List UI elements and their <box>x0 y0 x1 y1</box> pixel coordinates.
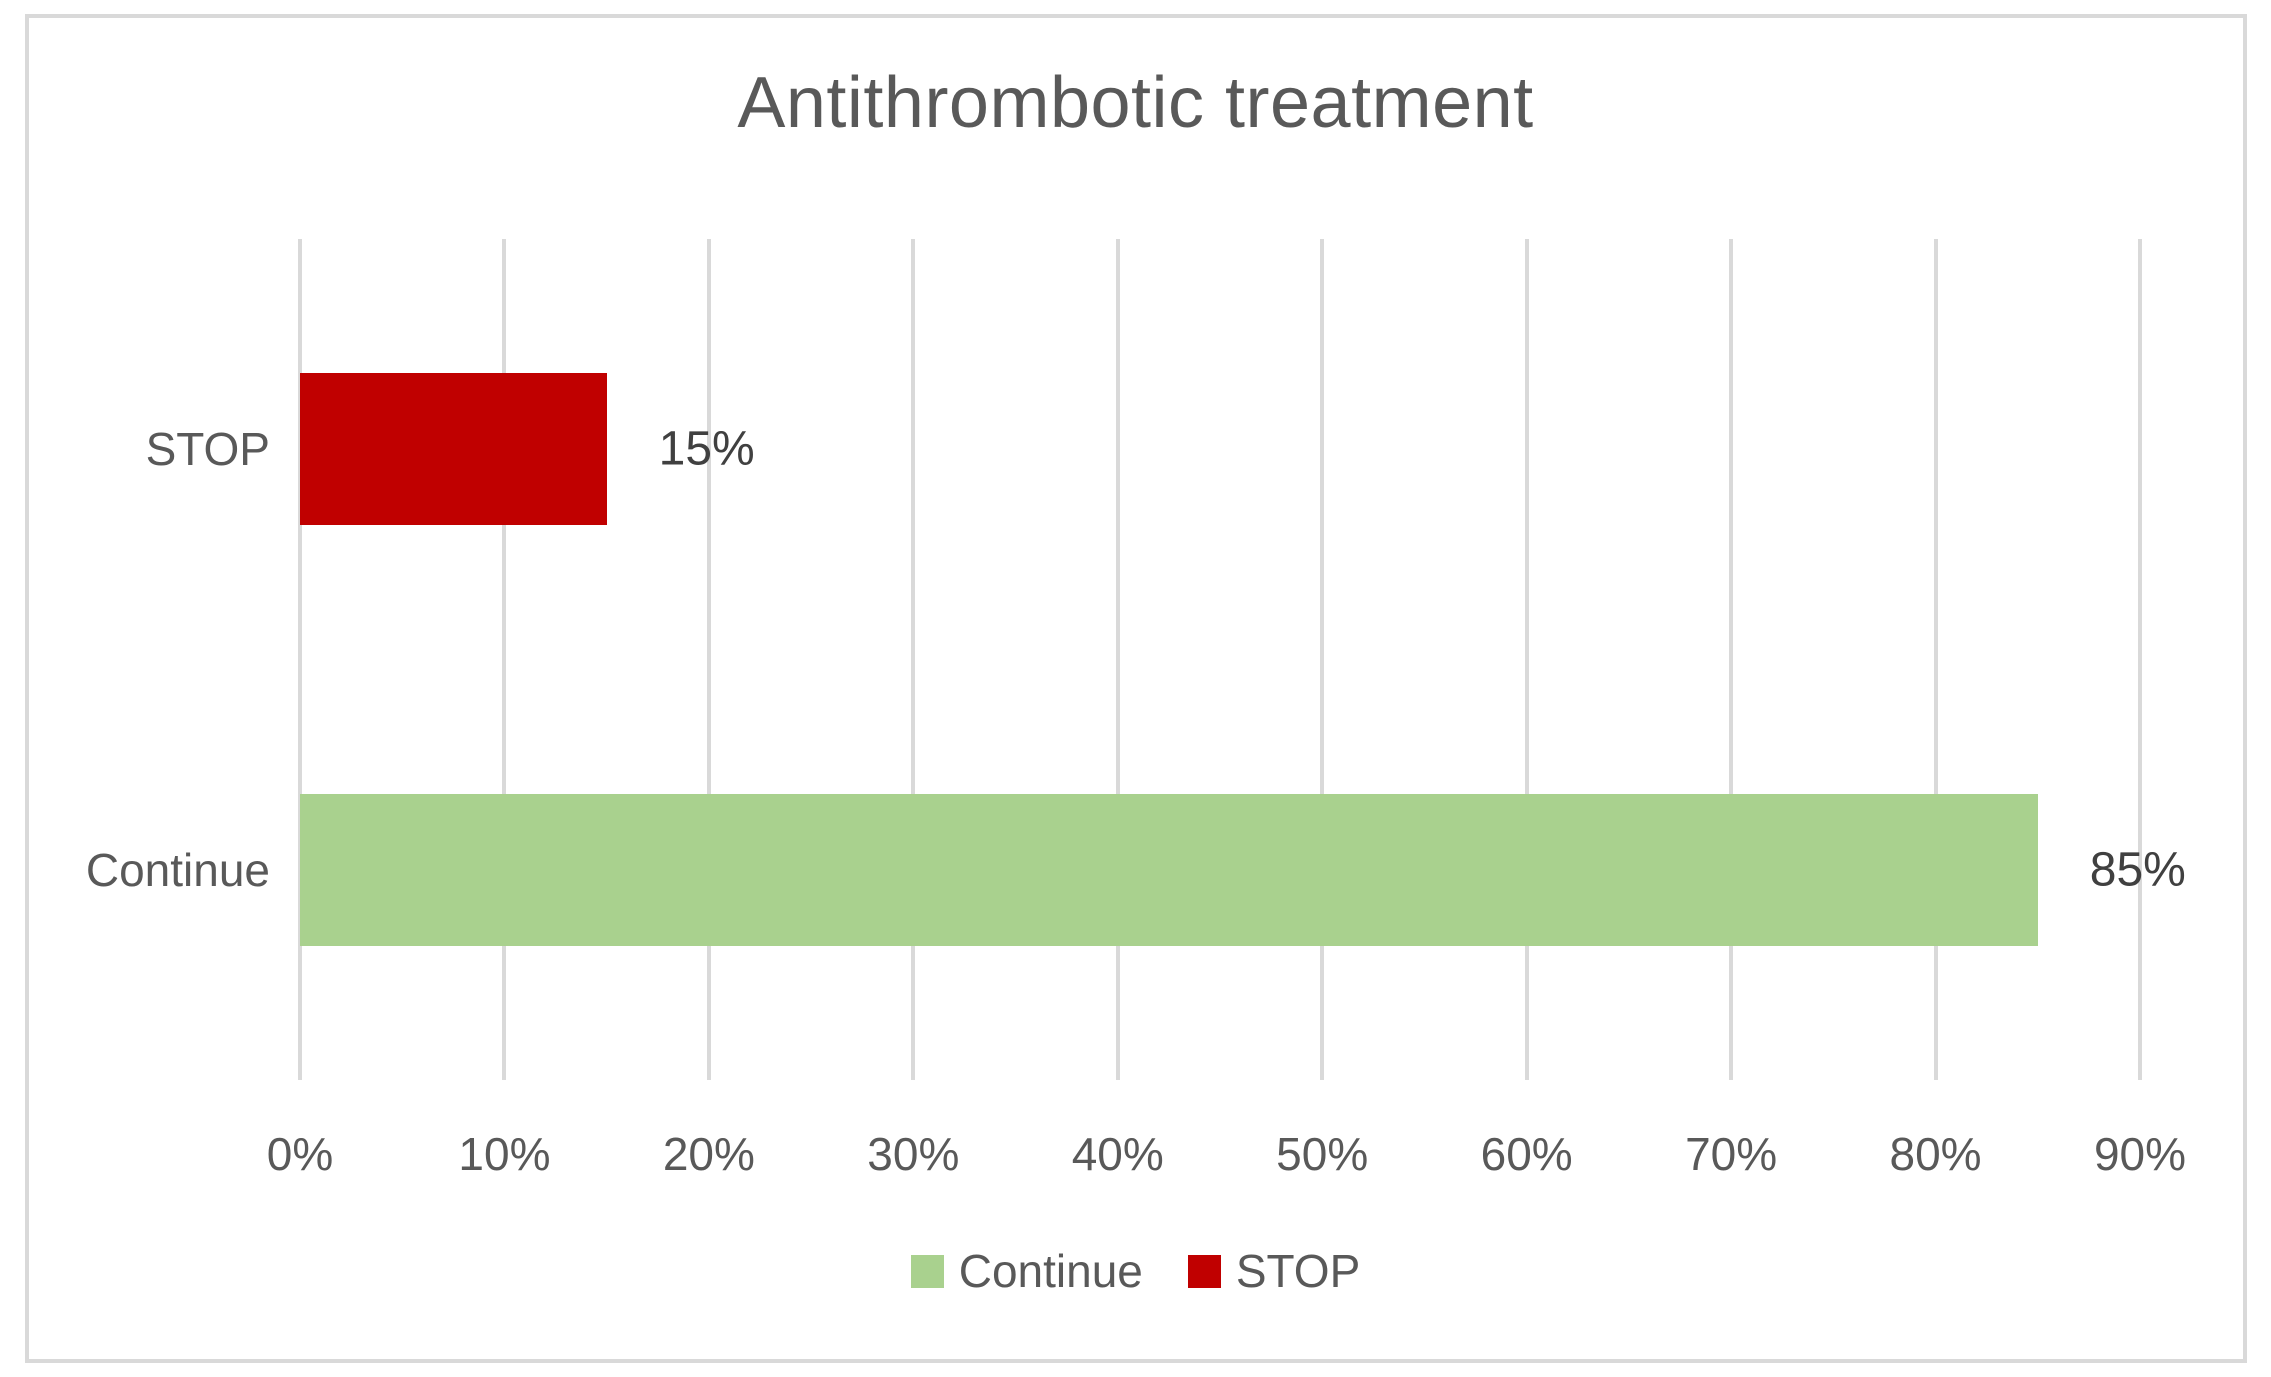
bar-continue <box>300 793 2038 946</box>
gridline <box>1115 239 1120 1080</box>
x-axis-tick-label: 90% <box>2093 1128 2187 1180</box>
category-axis: STOP Continue <box>0 239 270 1080</box>
chart-frame <box>25 14 2247 1363</box>
chart-title: Antithrombotic treatment <box>737 63 1534 143</box>
data-label-continue: 85% <box>2089 843 2186 897</box>
legend-swatch-icon <box>1187 1254 1221 1288</box>
x-axis-tick-label: 70% <box>1685 1128 1778 1180</box>
category-label-stop: STOP <box>145 423 270 476</box>
x-axis-tick-label: 80% <box>1889 1128 1982 1180</box>
x-axis: 0% 10% 20% 30% 40% 50% 60% 70% 80% 90% <box>267 1124 2186 1184</box>
gridline <box>502 239 507 1080</box>
data-label-stop: 15% <box>658 422 755 476</box>
x-axis-tick-label: 40% <box>1071 1128 1164 1180</box>
gridline <box>706 239 711 1080</box>
x-axis-tick-label: 50% <box>1276 1128 1369 1180</box>
legend-label: STOP <box>1235 1245 1361 1297</box>
legend-item-stop: STOP <box>1187 1244 1361 1298</box>
bar-stop <box>300 373 607 526</box>
gridline <box>1933 239 1938 1080</box>
gridline <box>911 239 916 1080</box>
category-label-continue: Continue <box>85 843 270 896</box>
legend-swatch-icon <box>910 1254 944 1288</box>
x-axis-tick-label: 30% <box>867 1128 960 1180</box>
legend-item-continue: Continue <box>910 1244 1143 1298</box>
gridline <box>2138 239 2142 1080</box>
gridline <box>1729 239 1734 1080</box>
legend-label: Continue <box>958 1245 1143 1297</box>
x-axis-tick-label: 0% <box>266 1128 334 1180</box>
legend: Continue STOP <box>0 1244 2271 1298</box>
x-axis-tick-label: 10% <box>458 1128 551 1180</box>
gridline <box>1320 239 1325 1080</box>
plot-area: 15% 85% <box>298 239 2186 1080</box>
x-axis-tick-label: 20% <box>662 1128 755 1180</box>
x-axis-tick-label: 60% <box>1480 1128 1573 1180</box>
gridline <box>1524 239 1529 1080</box>
gridline <box>298 239 302 1080</box>
